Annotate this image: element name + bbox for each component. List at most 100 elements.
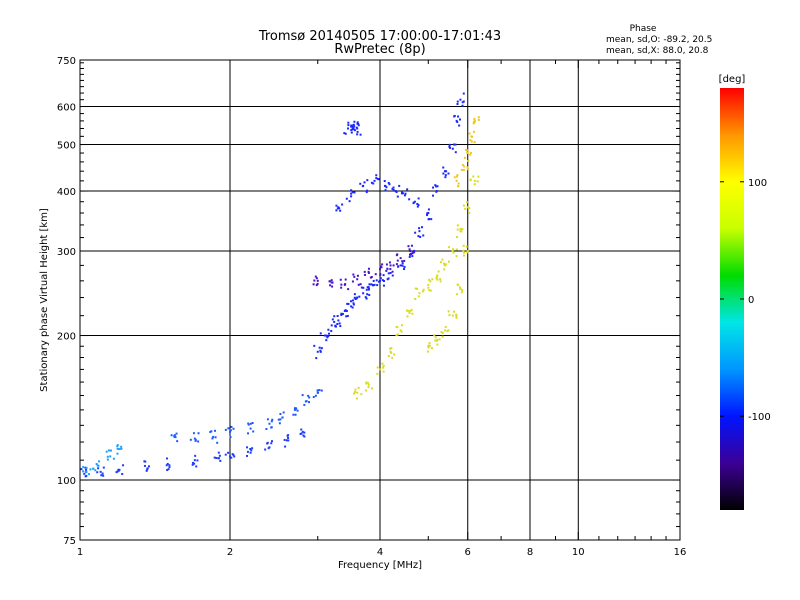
scatter-point	[227, 451, 230, 454]
scatter-point	[170, 434, 173, 437]
x-tick-label: 2	[227, 547, 233, 558]
scatter-point	[268, 422, 271, 425]
scatter-point	[418, 227, 421, 230]
scatter-point	[408, 255, 411, 258]
scatter-point	[330, 324, 333, 327]
scatter-point	[112, 457, 115, 460]
scatter-point	[121, 472, 124, 475]
scatter-point	[266, 442, 269, 445]
y-tick-label: 100	[57, 476, 76, 487]
scatter-point	[429, 280, 432, 283]
scatter-point	[344, 132, 347, 135]
scatter-point	[407, 309, 410, 312]
scatter-point	[247, 422, 250, 425]
scatter-point	[367, 271, 370, 274]
scatter-point	[426, 212, 429, 215]
scatter-point	[250, 449, 253, 452]
scatter-point	[352, 302, 355, 305]
scatter-point	[144, 460, 147, 463]
scatter-point	[366, 293, 369, 296]
scatter-point	[461, 228, 464, 231]
scatter-point	[412, 201, 415, 204]
scatter-point	[406, 188, 409, 191]
scatter-point	[174, 436, 177, 439]
y-tick-label: 600	[57, 103, 76, 114]
scatter-point	[445, 170, 448, 173]
scatter-point	[303, 403, 306, 406]
scatter-point	[409, 252, 412, 255]
scatter-point	[375, 177, 378, 180]
scatter-point	[432, 186, 435, 189]
scatter-point	[418, 230, 421, 233]
scatter-point	[439, 280, 442, 283]
scatter-point	[209, 430, 212, 433]
scatter-point	[389, 271, 392, 274]
scatter-point	[87, 473, 90, 476]
scatter-point	[434, 339, 437, 342]
scatter-point	[459, 230, 462, 233]
scatter-point	[363, 273, 366, 276]
scatter-point	[227, 427, 230, 430]
scatter-point	[436, 185, 439, 188]
scatter-point	[389, 264, 392, 267]
scatter-point	[373, 283, 376, 286]
scatter-point	[293, 407, 296, 410]
scatter-point	[382, 274, 385, 277]
scatter-point	[340, 312, 343, 315]
scatter-point	[469, 153, 472, 156]
scatter-point	[405, 309, 408, 312]
scatter-point	[456, 228, 459, 231]
scatter-point	[399, 257, 402, 260]
scatter-point	[370, 181, 373, 184]
scatter-point	[380, 266, 383, 269]
scatter-point	[366, 189, 369, 192]
scatter-point	[335, 204, 338, 207]
scatter-point	[347, 121, 350, 124]
scatter-point	[469, 179, 472, 182]
scatter-point	[313, 279, 316, 282]
scatter-point	[249, 451, 252, 454]
scatter-point	[365, 389, 368, 392]
scatter-point	[347, 124, 350, 127]
scatter-point	[436, 274, 439, 277]
scatter-point	[318, 346, 321, 349]
scatter-point	[193, 462, 196, 465]
scatter-point	[351, 127, 354, 130]
scatter-point	[168, 466, 171, 469]
scatter-point	[381, 279, 384, 282]
scatter-point	[347, 302, 350, 305]
scatter-point	[367, 270, 370, 273]
scatter-point	[427, 286, 430, 289]
scatter-point	[441, 332, 444, 335]
scatter-point	[396, 253, 399, 256]
scatter-point	[464, 207, 467, 210]
scatter-point	[372, 279, 375, 282]
scatter-point	[403, 267, 406, 270]
scatter-point	[213, 456, 216, 459]
scatter-point	[359, 283, 362, 286]
scatter-point	[428, 342, 431, 345]
scatter-point	[212, 435, 215, 438]
scatter-point	[381, 362, 384, 365]
scatter-point	[385, 263, 388, 266]
scatter-point	[285, 439, 288, 442]
scatter-point	[327, 332, 330, 335]
scatter-point	[359, 182, 362, 185]
scatter-point	[460, 291, 463, 294]
scatter-point	[378, 280, 381, 283]
scatter-point	[264, 448, 267, 451]
scatter-point	[215, 457, 218, 460]
scatter-point	[355, 297, 358, 300]
scatter-point	[403, 194, 406, 197]
scatter-point	[301, 430, 304, 433]
scatter-point	[427, 212, 430, 215]
scatter-point	[382, 364, 385, 367]
scatter-point	[396, 195, 399, 198]
scatter-point	[312, 283, 315, 286]
scatter-point	[166, 462, 169, 465]
scatter-point	[455, 316, 458, 319]
scatter-point	[414, 287, 417, 290]
scatter-point	[449, 146, 452, 149]
scatter-point	[231, 453, 234, 456]
scatter-point	[194, 454, 197, 457]
